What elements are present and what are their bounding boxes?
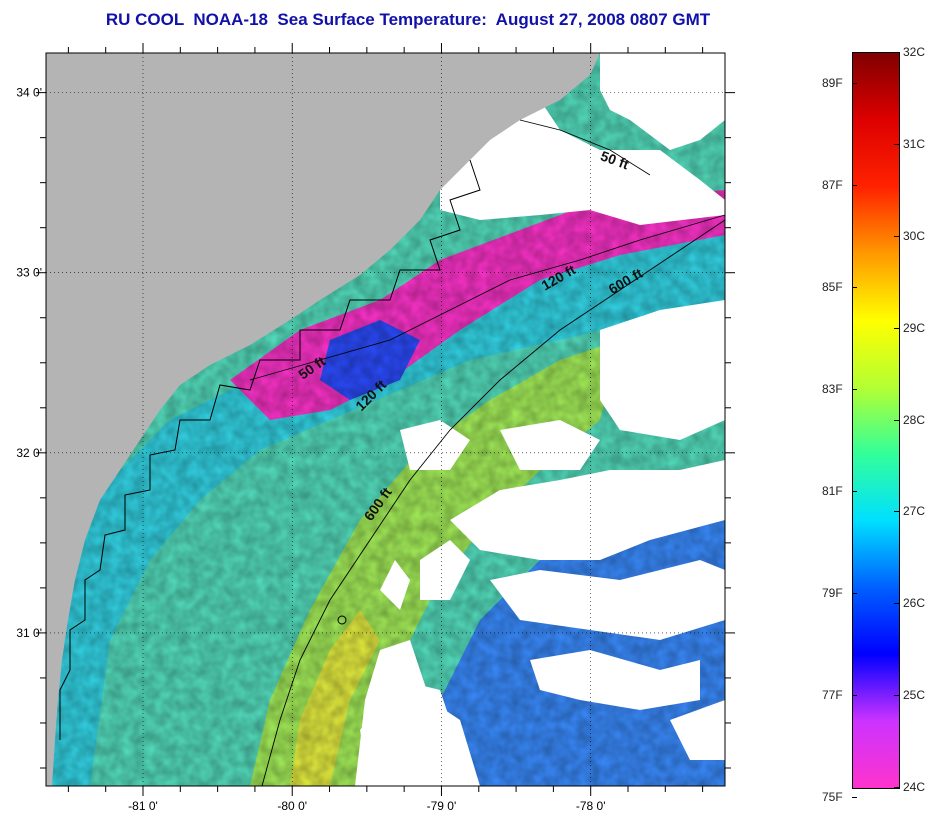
- colorbar-tick: [894, 327, 899, 329]
- land-peninsula: [600, 53, 725, 150]
- colorbar-tick: [852, 490, 857, 492]
- lat-tick-label: 33 0': [16, 266, 42, 280]
- land: [46, 53, 600, 786]
- lon-tick-label: -80 0': [277, 799, 307, 813]
- colorbar-celsius-label: 26C: [903, 596, 926, 611]
- buoy-marker: [337, 615, 347, 625]
- isobath-50ft: [519, 119, 651, 176]
- colorbar-tick: [894, 143, 899, 145]
- lon-tick-label: -81 0': [128, 799, 158, 813]
- colorbar-fahrenheit-label: 83F: [822, 381, 843, 396]
- colorbar-tick: [852, 82, 857, 84]
- colorbar-tick: [852, 593, 857, 595]
- axis-ticks: 34 0' 33 0' 32 0' 31 0' -81 0' -80 0' -79 0' -7…: [16, 43, 735, 813]
- colorbar-fahrenheit-label: 79F: [822, 586, 843, 601]
- colorbar: [852, 52, 900, 789]
- chart-title: RU COOL NOAA-18 Sea Surface Temperature:…: [105, 10, 711, 29]
- colorbar-fahrenheit-label: 85F: [822, 279, 843, 294]
- cloud-cover: [230, 100, 725, 786]
- map-frame: [45, 52, 726, 787]
- lon-tick-label: -78 0': [576, 799, 606, 813]
- colorbar-celsius-label: 29C: [903, 320, 926, 335]
- lon-tick-label: -79 0': [427, 799, 457, 813]
- lat-tick-label: 34 0': [16, 86, 42, 100]
- colorbar-celsius-label: 27C: [903, 504, 926, 519]
- colorbar-tick: [894, 235, 899, 237]
- colorbar-celsius-label: 25C: [903, 688, 926, 703]
- lat-tick-label: 31 0': [16, 626, 42, 640]
- colorbar-gradient: [853, 53, 899, 788]
- colorbar-tick: [852, 797, 857, 799]
- colorbar-fahrenheit-label: 81F: [822, 483, 843, 498]
- colorbar-fahrenheit-label: 87F: [822, 177, 843, 192]
- colorbar-tick: [852, 695, 857, 697]
- colorbar-celsius-label: 32C: [903, 45, 926, 59]
- colorbar-tick: [894, 419, 899, 421]
- colorbar-celsius-label: 24C: [903, 780, 926, 794]
- colorbar-tick: [894, 603, 899, 605]
- colorbar-fahrenheit-label: 77F: [822, 688, 843, 703]
- colorbar-tick: [852, 286, 857, 288]
- lat-tick-label: 32 0': [16, 446, 42, 460]
- colorbar-celsius-label: 30C: [903, 228, 926, 243]
- colorbar-tick: [894, 511, 899, 513]
- colorbar-tick: [852, 184, 857, 186]
- colorbar-fahrenheit-label: 75F: [822, 790, 843, 805]
- colorbar-tick: [894, 52, 899, 53]
- isobath-120ft: [249, 214, 725, 381]
- colorbar-celsius-label: 28C: [903, 412, 926, 427]
- isobath-600ft: [261, 219, 725, 786]
- colorbar-tick: [852, 388, 857, 390]
- coastline: [59, 159, 481, 740]
- colorbar-celsius-label: 31C: [903, 136, 926, 151]
- colorbar-fahrenheit-label: 89F: [822, 75, 843, 90]
- colorbar-tick: [894, 695, 899, 697]
- colorbar-tick: [894, 787, 899, 788]
